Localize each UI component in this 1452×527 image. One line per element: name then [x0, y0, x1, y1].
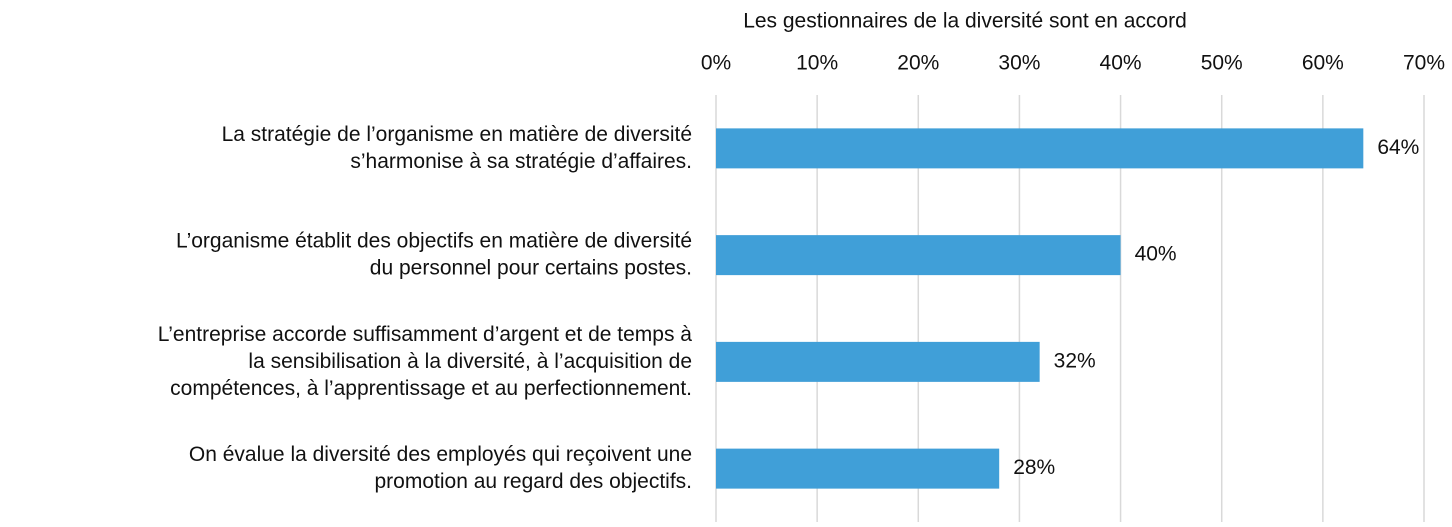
- x-tick-label: 0%: [701, 52, 731, 75]
- y-tick-label: L’organisme établit des objectifs en mat…: [176, 229, 692, 279]
- bar: [716, 341, 1040, 382]
- x-tick-label: 10%: [796, 52, 838, 75]
- y-tick-label: On évalue la diversité des employés qui …: [189, 443, 692, 493]
- bar: [716, 235, 1121, 276]
- value-label: 40%: [1135, 243, 1177, 266]
- bar: [716, 128, 1364, 169]
- y-tick-label: La stratégie de l’organisme en matière d…: [222, 122, 692, 172]
- value-label: 64%: [1377, 136, 1419, 159]
- x-tick-label: 70%: [1403, 52, 1445, 75]
- axis-title: Les gestionnaires de la diversité sont e…: [743, 10, 1187, 33]
- x-tick-label: 20%: [897, 52, 939, 75]
- x-tick-label: 30%: [998, 52, 1040, 75]
- x-tick-label: 60%: [1302, 52, 1344, 75]
- value-label: 32%: [1054, 349, 1096, 372]
- x-tick-label: 50%: [1201, 52, 1243, 75]
- x-tick-label: 40%: [1100, 52, 1142, 75]
- bar: [716, 448, 1000, 489]
- y-tick-label: L’entreprise accorde suffisamment d’arge…: [158, 322, 693, 399]
- value-label: 28%: [1013, 456, 1055, 479]
